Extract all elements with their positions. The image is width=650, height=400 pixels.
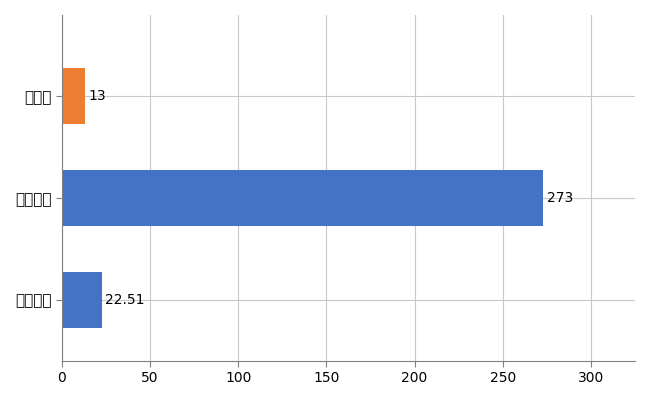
Text: 13: 13 <box>88 89 106 103</box>
Bar <box>62 68 85 124</box>
Bar <box>62 170 543 226</box>
Text: 22.51: 22.51 <box>105 292 145 306</box>
Bar <box>62 272 101 328</box>
Text: 273: 273 <box>547 191 573 205</box>
